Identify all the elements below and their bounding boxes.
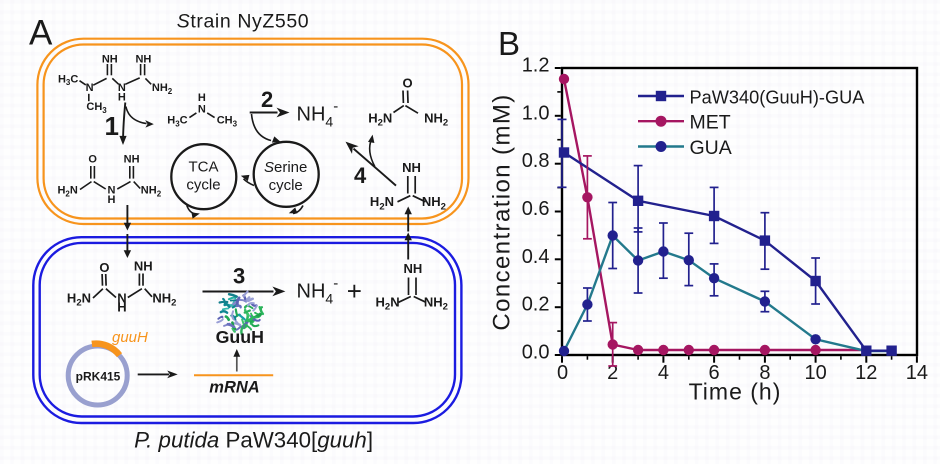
svg-text:CH3: CH3 xyxy=(86,101,107,115)
svg-text:PaW340(GuuH)-GUA: PaW340(GuuH)-GUA xyxy=(690,87,866,107)
svg-text:H: H xyxy=(118,92,126,104)
svg-text:0.8: 0.8 xyxy=(522,150,550,172)
svg-text:cycle: cycle xyxy=(186,177,220,194)
svg-text:14: 14 xyxy=(906,362,928,384)
svg-text:Time (h): Time (h) xyxy=(689,379,782,405)
svg-text:N: N xyxy=(108,185,116,197)
svg-text:1.0: 1.0 xyxy=(522,102,550,124)
svg-text:NH: NH xyxy=(102,53,118,65)
svg-text:Serine: Serine xyxy=(264,159,307,176)
svg-text:GuuH: GuuH xyxy=(216,327,264,347)
svg-text:H2N: H2N xyxy=(67,291,91,309)
svg-text:NH: NH xyxy=(134,259,153,274)
svg-text:4: 4 xyxy=(658,362,669,384)
svg-text:B: B xyxy=(498,25,520,62)
svg-text:GUA: GUA xyxy=(690,137,732,159)
svg-text:H2N: H2N xyxy=(57,185,77,199)
svg-text:N: N xyxy=(86,82,94,94)
svg-text:3: 3 xyxy=(233,264,245,289)
svg-text:Strain NyZ550: Strain NyZ550 xyxy=(177,11,309,33)
svg-text:0.4: 0.4 xyxy=(522,246,550,268)
svg-text:Concentration (mM): Concentration (mM) xyxy=(489,93,516,330)
svg-text:10: 10 xyxy=(804,362,826,384)
svg-text:NH: NH xyxy=(135,53,151,65)
svg-text:pRK415: pRK415 xyxy=(76,370,121,384)
svg-text:H2N: H2N xyxy=(376,294,400,312)
svg-text:cycle: cycle xyxy=(269,177,303,194)
svg-text:guuH: guuH xyxy=(112,329,148,346)
svg-text:NH: NH xyxy=(402,160,421,175)
svg-text:N: N xyxy=(118,82,126,94)
svg-text:6: 6 xyxy=(709,362,720,384)
svg-text:O: O xyxy=(88,154,97,166)
svg-text:MET: MET xyxy=(690,112,731,134)
svg-text:N: N xyxy=(117,291,126,306)
svg-text:2: 2 xyxy=(607,362,618,384)
svg-text:8: 8 xyxy=(759,362,770,384)
svg-text:H: H xyxy=(198,92,206,104)
svg-text:NH2: NH2 xyxy=(424,294,448,312)
svg-text:H: H xyxy=(108,194,116,206)
svg-text:P. putida PaW340[guuh]: P. putida PaW340[guuh] xyxy=(134,428,373,453)
svg-text:H2N: H2N xyxy=(370,194,394,212)
svg-text:1.2: 1.2 xyxy=(522,55,550,77)
svg-text:NH2: NH2 xyxy=(422,194,446,212)
svg-text:2: 2 xyxy=(261,87,273,112)
svg-text:4: 4 xyxy=(354,163,367,188)
svg-text:0: 0 xyxy=(557,362,568,384)
svg-text:O: O xyxy=(402,76,412,91)
svg-text:NH: NH xyxy=(404,261,423,276)
svg-text:O: O xyxy=(99,260,109,275)
svg-text:0.6: 0.6 xyxy=(522,198,550,220)
svg-text:NH2: NH2 xyxy=(424,110,448,128)
svg-text:H2N: H2N xyxy=(368,110,392,128)
svg-text:12: 12 xyxy=(855,362,877,384)
svg-text:NH2: NH2 xyxy=(152,82,173,96)
svg-text:NH2: NH2 xyxy=(141,185,162,199)
svg-text:0.2: 0.2 xyxy=(522,294,550,316)
svg-text:1: 1 xyxy=(105,111,119,141)
svg-text:NH: NH xyxy=(124,154,140,166)
svg-text:TCA: TCA xyxy=(189,159,219,176)
svg-text:H3C: H3C xyxy=(58,73,78,87)
svg-text:N: N xyxy=(198,103,206,115)
svg-text:mRNA: mRNA xyxy=(209,379,259,397)
svg-text:H3C: H3C xyxy=(167,115,187,129)
svg-text:H: H xyxy=(117,299,126,314)
svg-text:0.0: 0.0 xyxy=(522,342,550,364)
svg-text:NH2: NH2 xyxy=(152,291,176,309)
svg-text:A: A xyxy=(29,14,53,53)
svg-text:+: + xyxy=(347,276,362,306)
svg-text:CH3: CH3 xyxy=(217,115,238,129)
